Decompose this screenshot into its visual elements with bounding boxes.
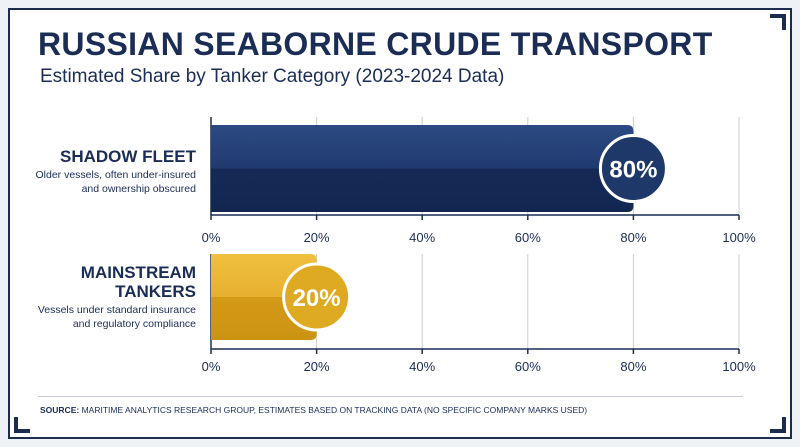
corner-bracket-bottom-left <box>14 429 30 433</box>
corner-bracket-bottom-left-vertical <box>14 417 18 433</box>
x-tick-label: 60% <box>515 359 541 374</box>
description-line: and regulatory compliance <box>72 318 196 330</box>
x-tick-label: 60% <box>515 230 541 245</box>
x-tick-label: 100% <box>722 359 756 374</box>
chart-title: RUSSIAN SEABORNE CRUDE TRANSPORT <box>38 26 713 62</box>
footer-divider <box>38 396 743 397</box>
data-label: 20% <box>293 285 341 312</box>
source-label: SOURCE: <box>40 405 80 415</box>
bar-shadow-fleet <box>211 125 634 212</box>
x-tick-label: 80% <box>620 230 646 245</box>
source-text: MARITIME ANALYTICS RESEARCH GROUP, ESTIM… <box>81 405 588 415</box>
value-badge-circle <box>282 262 352 332</box>
chart-frame <box>8 8 792 439</box>
chart-subtitle: Estimated Share by Tanker Category (2023… <box>40 66 505 87</box>
x-tick-label: 40% <box>409 230 435 245</box>
category-description-shadow-fleet: Older vessels, often under-insured and o… <box>6 168 197 196</box>
category-label-mainstream-tankers: MAINSTREAM TANKERS <box>81 263 196 301</box>
x-tick-label: 0% <box>202 359 221 374</box>
corner-bracket-top-right-vertical <box>782 14 786 30</box>
category-label-line: TANKERS <box>115 282 196 301</box>
corner-bracket-top-right <box>770 14 786 18</box>
x-tick-label: 0% <box>202 230 221 245</box>
x-tick-label: 20% <box>304 359 330 374</box>
description-line: and ownership obscured <box>81 183 196 195</box>
description-line: Vessels under standard insurance <box>37 304 196 316</box>
data-label: 80% <box>609 157 657 184</box>
x-tick-label: 80% <box>620 359 646 374</box>
category-label-shadow-fleet: SHADOW FLEET <box>60 147 196 166</box>
source-note: SOURCE: MARITIME ANALYTICS RESEARCH GROU… <box>40 405 587 415</box>
x-tick-label: 40% <box>409 359 435 374</box>
x-tick-label: 20% <box>304 230 330 245</box>
value-badge-circle <box>598 134 668 203</box>
corner-bracket-bottom-right <box>770 429 786 433</box>
category-description-mainstream-tankers: Vessels under standard insurance and reg… <box>6 303 196 331</box>
corner-bracket-bottom-right-vertical <box>782 417 786 433</box>
description-line: Older vessels, often under-insured <box>35 169 197 181</box>
x-tick-label: 100% <box>722 230 756 245</box>
category-label-line: MAINSTREAM <box>80 263 196 282</box>
